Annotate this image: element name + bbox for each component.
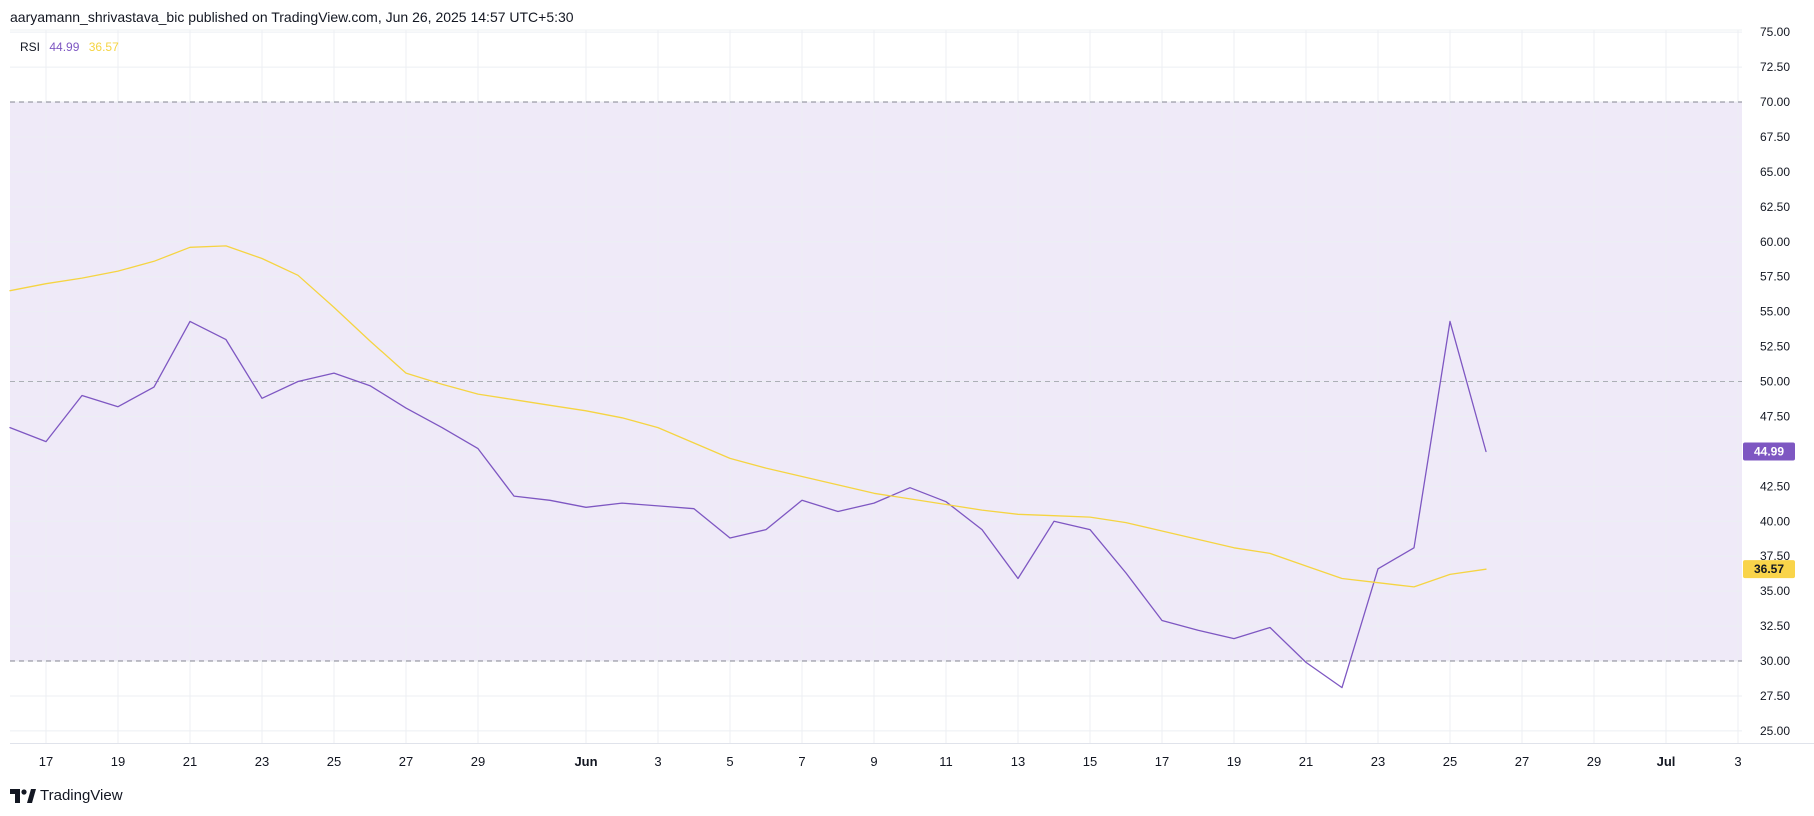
- publish-info: aaryamann_shrivastava_bic published on T…: [10, 9, 574, 25]
- y-tick-label: 72.50: [1760, 60, 1790, 74]
- y-tick-label: 75.00: [1760, 25, 1790, 39]
- tradingview-logo[interactable]: TradingView: [10, 787, 123, 804]
- y-tick-label: 42.50: [1760, 479, 1790, 493]
- x-tick-label: 29: [1587, 754, 1601, 769]
- y-tick-label: 65.00: [1760, 165, 1790, 179]
- y-tick-label: 37.50: [1760, 549, 1790, 563]
- legend-ma-value: 36.57: [88, 40, 119, 54]
- y-tick-label: 32.50: [1760, 619, 1790, 633]
- y-tick-label: 47.50: [1760, 409, 1790, 423]
- legend-indicator-name: RSI: [20, 40, 41, 54]
- indicator-legend[interactable]: RSI 44.99 36.57: [20, 40, 125, 54]
- x-tick-label: 11: [939, 754, 953, 769]
- y-tick-label: 55.00: [1760, 305, 1790, 319]
- y-tick-label: 60.00: [1760, 235, 1790, 249]
- y-tick-label: 67.50: [1760, 130, 1790, 144]
- x-tick-label: 27: [1515, 754, 1529, 769]
- rsi-last-value-badge-text: 44.99: [1754, 445, 1784, 459]
- x-tick-label: Jun: [574, 754, 597, 769]
- x-tick-label: 3: [654, 754, 661, 769]
- ma-last-value-badge-text: 36.57: [1754, 562, 1784, 576]
- y-tick-label: 40.00: [1760, 514, 1790, 528]
- x-tick-label: 25: [1443, 754, 1457, 769]
- x-tick-label: 5: [726, 754, 733, 769]
- x-tick-label: 3: [1734, 754, 1741, 769]
- x-tick-label: 13: [1011, 754, 1025, 769]
- rsi-ma-line[interactable]: [9, 245, 1487, 588]
- x-tick-label: 9: [870, 754, 877, 769]
- x-tick-label: 19: [1227, 754, 1241, 769]
- y-tick-label: 62.50: [1760, 200, 1790, 214]
- x-tick-label: 17: [39, 754, 53, 769]
- x-tick-label: 23: [255, 754, 269, 769]
- y-tick-label: 50.00: [1760, 375, 1790, 389]
- x-tick-label: 19: [111, 754, 125, 769]
- y-tick-label: 27.50: [1760, 689, 1790, 703]
- rsi-last-value-badge: [1743, 442, 1795, 461]
- y-tick-label: 52.50: [1760, 340, 1790, 354]
- y-tick-label: 30.00: [1760, 654, 1790, 668]
- x-tick-label: 23: [1371, 754, 1385, 769]
- x-tick-label: 27: [399, 754, 413, 769]
- x-tick-label: 15: [1083, 754, 1097, 769]
- y-tick-label: 35.00: [1760, 584, 1790, 598]
- tradingview-logo-text: TradingView: [40, 787, 123, 804]
- x-tick-label: 21: [1299, 754, 1313, 769]
- x-tick-label: 29: [471, 754, 485, 769]
- x-tick-label: 25: [327, 754, 341, 769]
- tradingview-logo-icon: [10, 788, 36, 803]
- y-tick-label: 57.50: [1760, 270, 1790, 284]
- legend-rsi-value: 44.99: [49, 40, 80, 54]
- ma-last-value-badge: [1743, 560, 1795, 579]
- y-tick-label: 25.00: [1760, 724, 1790, 738]
- y-tick-label: 70.00: [1760, 95, 1790, 109]
- x-tick-label: 21: [183, 754, 197, 769]
- x-tick-label: Jul: [1657, 754, 1676, 769]
- x-tick-label: 7: [798, 754, 805, 769]
- rsi-line[interactable]: [9, 320, 1487, 689]
- x-tick-label: 17: [1155, 754, 1169, 769]
